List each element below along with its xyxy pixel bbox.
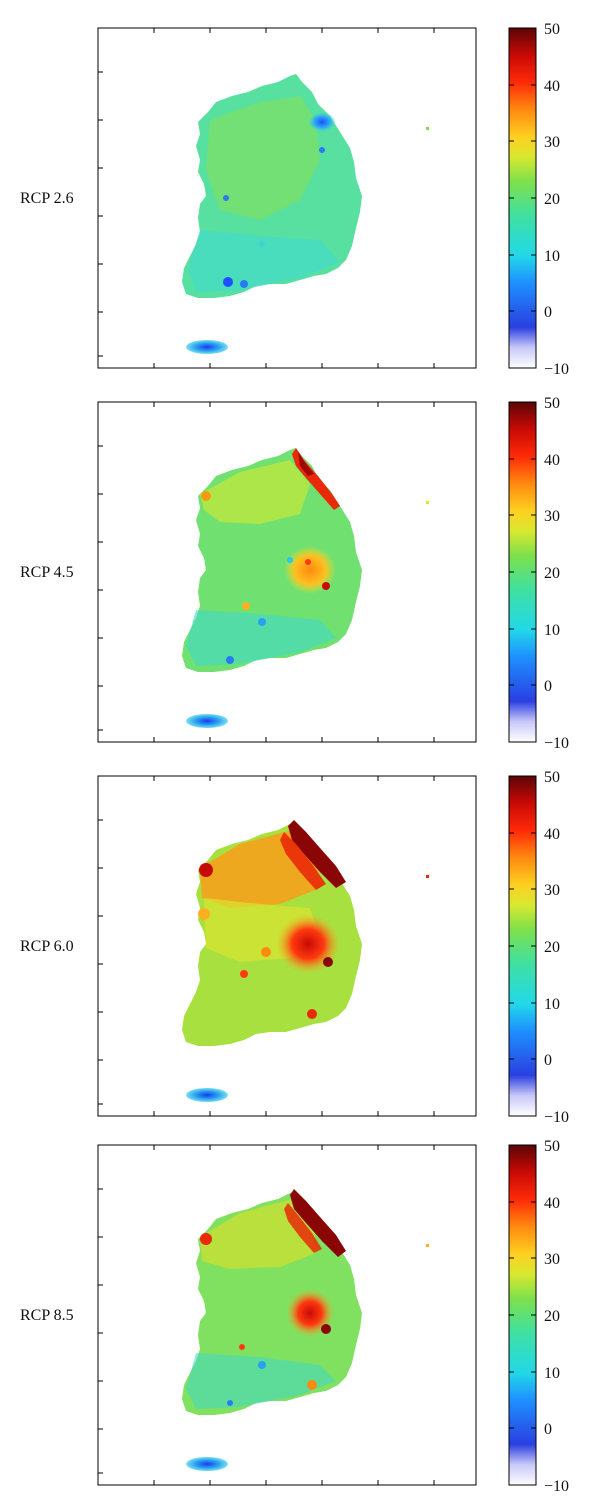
- northeast-cold-spot: [308, 112, 336, 132]
- northeast-hot-strip-dark: [298, 452, 314, 476]
- colorbar-labels: 50 40 30 20 10 0 −10: [544, 769, 569, 1126]
- colorbar-labels: 50 40 30 20 10 0 −10: [544, 21, 569, 378]
- ulleung-island: [426, 1244, 429, 1247]
- colorbar-tick-label: 0: [544, 1052, 552, 1069]
- southeast-hot-spot: [323, 957, 333, 967]
- northeast-hot-strip: [288, 820, 346, 888]
- colorbar-tick-label: 20: [544, 191, 560, 208]
- southeast-hot-area: [286, 1289, 334, 1337]
- south-cyan-area: [186, 610, 336, 666]
- panel-rcp-2-6: RCP 2.6 50 40 30 20 10 0 −10: [20, 21, 569, 378]
- inland-cool-spot: [258, 240, 266, 248]
- map-ticks: [98, 1145, 435, 1485]
- inland-warm-spot: [242, 602, 250, 610]
- northwest-hot-spot: [199, 863, 213, 877]
- colorbar-tick-label: 30: [544, 882, 560, 899]
- map-ticks: [98, 402, 435, 742]
- colorbar-ticks: [509, 27, 536, 369]
- inland-cool-spot: [258, 618, 266, 626]
- northeast-red-band: [284, 1203, 322, 1253]
- colorbar-tick-label: 20: [544, 1308, 560, 1325]
- colorbar-tick-label: 40: [544, 78, 560, 95]
- west-warm-spot: [198, 908, 210, 920]
- colorbar-labels: 50 40 30 20 10 0 −10: [544, 395, 569, 752]
- colorbar-tick-label: 10: [544, 248, 560, 265]
- panel-label: RCP 8.5: [20, 1307, 74, 1324]
- colorbar-tick-label: 20: [544, 939, 560, 956]
- south-cold-spot: [223, 277, 233, 287]
- southeast-warm-area: [284, 546, 336, 594]
- colorbar-tick-label: 10: [544, 1365, 560, 1382]
- panel-label: RCP 6.0: [20, 938, 74, 955]
- south-cyan-area: [186, 1353, 336, 1409]
- colorbar-tick-label: 50: [544, 21, 560, 38]
- jeju-island: [186, 1457, 228, 1471]
- korea-map: [182, 74, 429, 354]
- southeast-hot-spot: [321, 1324, 331, 1334]
- colorbar-ticks: [509, 1144, 536, 1486]
- northeast-red-band: [280, 832, 326, 890]
- korea-map: [182, 820, 429, 1102]
- colorbar-tick-label: 10: [544, 996, 560, 1013]
- colorbar-tick-label: 30: [544, 508, 560, 525]
- colorbar-tick-label: −10: [544, 735, 569, 752]
- colorbar-tick-label: −10: [544, 361, 569, 378]
- map-ticks: [98, 776, 435, 1116]
- colorbar-tick-label: 30: [544, 134, 560, 151]
- colorbar-tick-label: 10: [544, 622, 560, 639]
- jeju-island: [186, 714, 228, 728]
- panel-label: RCP 4.5: [20, 564, 74, 581]
- inland-hot-spot: [239, 1344, 245, 1350]
- south-cold-spot-2: [240, 280, 248, 288]
- jeju-island: [186, 1088, 228, 1102]
- colorbar-ticks: [509, 775, 536, 1117]
- colorbar-tick-label: 40: [544, 826, 560, 843]
- inland-hot-spot: [240, 970, 248, 978]
- inland-cool-spot-2: [319, 147, 325, 153]
- inland-warm-spot: [261, 947, 271, 957]
- inland-cool-spot-2: [287, 557, 293, 563]
- colorbar-tick-label: 40: [544, 452, 560, 469]
- northwest-warm-spot: [201, 491, 211, 501]
- south-cyan-area: [188, 230, 340, 292]
- colorbar-tick-label: 0: [544, 1421, 552, 1438]
- northeast-hot-strip: [290, 1189, 346, 1257]
- colorbar-tick-label: −10: [544, 1478, 569, 1495]
- colorbar-tick-label: 30: [544, 1251, 560, 1268]
- inland-warm-area: [206, 96, 320, 220]
- colorbar-labels: 50 40 30 20 10 0 −10: [544, 1138, 569, 1495]
- korea-map: [182, 1189, 429, 1471]
- colorbar-tick-label: 40: [544, 1195, 560, 1212]
- south-cool-spot: [226, 656, 234, 664]
- west-cool-spot: [223, 195, 229, 201]
- panel-rcp-8-5: RCP 8.5 50 40 30 20 10 0 −10: [20, 1138, 569, 1495]
- colorbar-tick-label: 50: [544, 395, 560, 412]
- colorbar-tick-label: 0: [544, 304, 552, 321]
- south-cool-spot: [227, 1400, 233, 1406]
- colorbar-tick-label: 50: [544, 1138, 560, 1155]
- colorbar-tick-label: 50: [544, 769, 560, 786]
- ulleung-island: [426, 501, 429, 504]
- southeast-hot-spot-2: [305, 559, 311, 565]
- colorbar-tick-label: −10: [544, 1109, 569, 1126]
- panel-rcp-4-5: RCP 4.5 50 40 30 20 10 0 −10: [20, 395, 569, 752]
- ulleung-island: [426, 875, 429, 878]
- ulleung-island: [426, 127, 429, 130]
- south-warm-spot: [307, 1380, 317, 1390]
- jeju-island: [186, 340, 228, 354]
- colorbar-tick-label: 20: [544, 565, 560, 582]
- north-yellow-area: [200, 460, 310, 524]
- panel-rcp-6-0: RCP 6.0 50 40 30 20 10 0 −10: [20, 769, 569, 1126]
- panel-label: RCP 2.6: [20, 190, 74, 207]
- inland-cool-spot: [258, 1361, 266, 1369]
- southeast-hot-spot: [322, 582, 330, 590]
- south-hot-spot: [307, 1009, 317, 1019]
- colorbar-tick-label: 0: [544, 678, 552, 695]
- map-ticks: [98, 28, 435, 368]
- northwest-hot-spot: [200, 1233, 212, 1245]
- colorbar-ticks: [509, 401, 536, 743]
- korea-map: [182, 448, 429, 728]
